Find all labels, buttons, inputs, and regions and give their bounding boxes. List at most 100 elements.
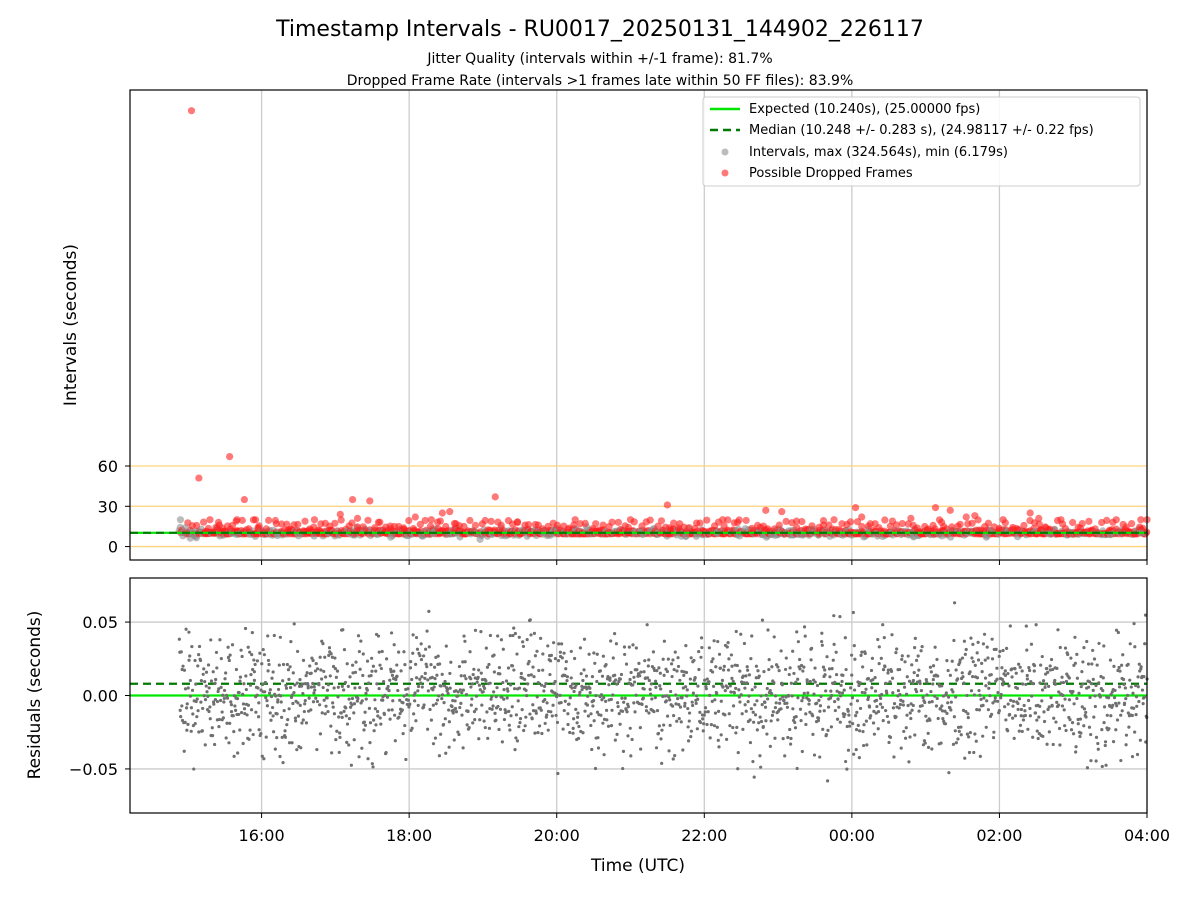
residual-point — [298, 703, 302, 707]
residual-point — [811, 732, 815, 736]
residual-point — [257, 701, 261, 705]
residual-point — [267, 662, 271, 667]
residual-point — [626, 702, 630, 706]
residual-point — [980, 670, 984, 674]
residual-point — [641, 696, 645, 700]
residual-point — [472, 710, 477, 714]
dropped-frame-point — [1069, 518, 1077, 527]
residual-point — [694, 701, 698, 705]
residual-point — [719, 699, 723, 703]
residual-point — [347, 697, 351, 701]
residual-point — [626, 734, 630, 738]
residual-point — [761, 725, 765, 729]
residual-point — [347, 743, 351, 747]
residual-point — [535, 649, 539, 653]
residual-point — [575, 721, 579, 725]
dropped-frame-point — [497, 521, 505, 529]
residual-point — [907, 679, 912, 683]
residual-point — [592, 719, 596, 723]
residual-point — [220, 710, 224, 714]
residual-point — [659, 737, 663, 741]
residual-point — [441, 722, 446, 727]
residual-point — [739, 693, 743, 697]
residual-point — [609, 724, 614, 728]
residual-point — [347, 716, 352, 721]
residual-point — [1011, 699, 1016, 703]
residual-point — [646, 664, 650, 668]
residual-point — [246, 645, 250, 649]
residual-point — [1097, 641, 1101, 646]
residual-point — [736, 767, 740, 771]
residual-point — [1057, 690, 1061, 694]
residual-point — [599, 693, 604, 697]
residual-point — [440, 696, 444, 701]
residual-point — [488, 633, 493, 638]
residual-point — [265, 704, 269, 708]
residual-point — [864, 687, 868, 691]
residual-point — [1062, 708, 1066, 712]
residual-point — [1084, 710, 1088, 715]
residual-point — [951, 742, 956, 746]
residual-point — [509, 714, 513, 718]
residual-point — [686, 706, 690, 711]
residual-point — [917, 668, 921, 672]
residual-point — [256, 686, 260, 690]
residual-point — [525, 694, 529, 698]
residual-point — [577, 724, 581, 729]
dropped-frame-point — [487, 517, 495, 525]
residual-point — [478, 718, 482, 722]
residual-point — [624, 662, 629, 666]
residual-point — [949, 700, 953, 704]
residual-point — [916, 673, 920, 678]
dropped-frame-point — [262, 525, 270, 533]
residual-point — [449, 660, 453, 664]
residual-point — [1109, 714, 1113, 718]
residual-point — [542, 689, 546, 693]
residual-point — [542, 684, 547, 689]
residual-point — [927, 700, 931, 704]
residual-point — [926, 745, 931, 749]
residual-point — [850, 696, 855, 700]
residual-point — [281, 662, 286, 667]
residual-point — [207, 709, 211, 714]
residual-point — [218, 698, 223, 703]
residual-point — [717, 745, 721, 749]
residual-point — [757, 721, 761, 725]
residual-point — [210, 726, 214, 730]
residual-point — [642, 670, 646, 674]
residual-point — [404, 757, 408, 762]
dropped-frame-point — [775, 521, 783, 529]
residual-point — [654, 685, 658, 689]
residual-point — [333, 667, 338, 671]
residual-point — [706, 710, 710, 714]
residual-point — [924, 677, 928, 682]
residual-point — [292, 622, 296, 626]
residual-point — [336, 685, 340, 689]
dropped-frame-point — [624, 523, 633, 532]
residual-point — [424, 662, 428, 666]
residual-point — [1089, 732, 1093, 737]
residual-point — [1056, 628, 1060, 632]
residual-point — [830, 667, 834, 671]
residual-point — [183, 720, 187, 724]
dropped-frame-point — [534, 521, 542, 529]
dropped-frame-point — [866, 520, 874, 528]
residual-point — [494, 718, 498, 722]
residual-point — [904, 726, 908, 730]
dropped-frame-point — [371, 524, 379, 532]
residual-point — [372, 718, 376, 722]
residual-point — [346, 684, 350, 688]
residual-point — [414, 635, 419, 640]
residual-point — [259, 732, 263, 736]
residual-point — [481, 690, 485, 694]
residual-point — [213, 697, 218, 702]
residual-point — [971, 660, 975, 664]
residual-point — [983, 676, 988, 680]
residual-point — [491, 704, 495, 708]
dropped-frame-point — [214, 518, 223, 527]
intervals-y-axis-label: Intervals (seconds) — [61, 244, 81, 406]
residual-point — [914, 658, 919, 662]
residual-point — [1076, 717, 1080, 722]
residual-point — [1028, 668, 1032, 673]
residual-point — [418, 677, 422, 681]
